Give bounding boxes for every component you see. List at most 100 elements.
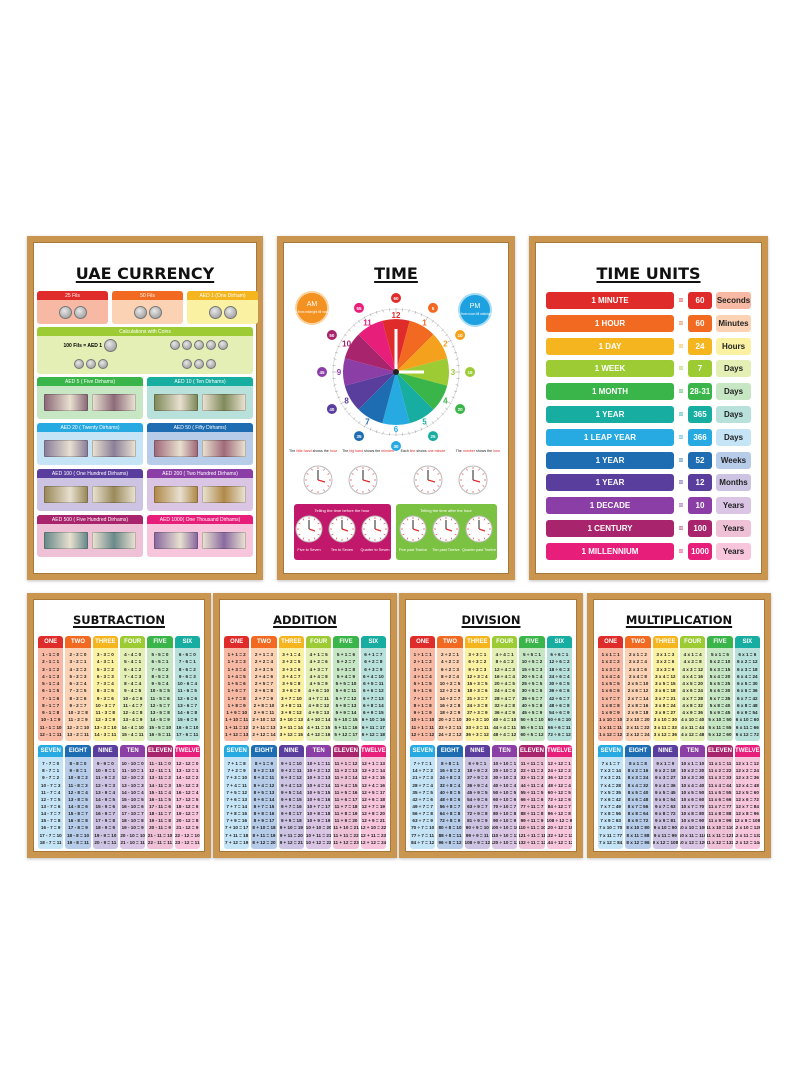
equation: 10 - 6 = 4 — [177, 681, 198, 687]
equation: 27 ÷ 3 = 9 — [467, 710, 488, 716]
equation: 16 ÷ 2 = 8 — [439, 702, 461, 708]
clock-segment — [344, 372, 396, 410]
minute-label: 20 — [458, 407, 464, 412]
clock-tick — [416, 473, 419, 475]
equation: 1 x 12 = 12 — [599, 731, 623, 737]
clock-segment — [344, 334, 396, 372]
minute-tick — [358, 320, 361, 323]
clock-tick — [483, 537, 486, 540]
clock-tick — [351, 485, 354, 487]
minute-label: 15 — [467, 370, 473, 375]
equation: 13 - 4 = 9 — [122, 717, 143, 723]
column-header: ONE — [598, 636, 624, 648]
column-header: EIGHT — [437, 745, 463, 757]
equation: 30 ÷ 10 = 3 — [493, 775, 517, 781]
equation: 7 - 1 = 6 — [42, 695, 60, 701]
equation: 4 - 3 = 1 — [96, 659, 114, 665]
minute-badge — [465, 367, 475, 377]
banknote-label: AED 5 ( Five Dirhams) — [37, 377, 143, 386]
equation: 5 + 3 = 8 — [336, 666, 356, 672]
column-body: 12 - 12 = 0 13 - 12 = 1 14 - 12 = 2 15 - 12… — [175, 757, 200, 849]
equation: 25 ÷ 5 = 5 — [521, 681, 543, 687]
minute-tick — [348, 328, 351, 332]
unit-label: 1 YEAR — [546, 474, 674, 492]
minute-tick — [408, 309, 410, 313]
equation: 9 x 2 = 18 — [655, 768, 676, 774]
equation: 12 ÷ 4 = 3 — [494, 666, 515, 672]
equation: 7 - 4 = 3 — [124, 673, 142, 679]
equation: 17 - 10 = 7 — [121, 811, 144, 817]
equation: 9 x 9 = 81 — [655, 818, 676, 824]
equation: 6 - 5 = 1 — [151, 659, 169, 665]
column-header: SIX — [546, 636, 572, 648]
time-unit-row: 1 YEAR = 52 Weeks — [546, 451, 751, 469]
column-body: 11 x 1 = 11 11 x 2 = 22 11 x 3 = 33 11 x 4 … — [707, 757, 732, 849]
equation: 14 - 4 = 10 — [121, 724, 144, 730]
column-header: TEN — [492, 745, 518, 757]
equation: 60 ÷ 12 = 5 — [547, 789, 571, 795]
minute-badge — [428, 431, 438, 442]
equation: 90 ÷ 9 = 10 — [465, 825, 489, 831]
clock-tick — [302, 518, 305, 521]
column-header: FIVE — [147, 636, 173, 648]
clock-tick — [435, 533, 438, 536]
banknote-label: AED 200 ( Two Hundred Dirhams) — [147, 469, 253, 478]
unit-label: 1 LEAP YEAR — [546, 428, 674, 446]
equation: 21 ÷ 7 = 3 — [412, 775, 433, 781]
clock-hand — [427, 479, 436, 483]
time-unit-row: 1 YEAR = 12 Months — [546, 474, 751, 492]
clock-hand — [412, 528, 420, 532]
number-column: SIX 6 ÷ 6 = 1 12 ÷ 6 = 2 18 ÷ 6 = 3 24 ÷ 6 =… — [546, 636, 572, 741]
clock-tick — [350, 522, 353, 525]
equation: 12 x 8 = 96 — [735, 811, 759, 817]
coin-image — [98, 359, 108, 370]
equation: 12 x 1 = 12 — [735, 761, 759, 767]
clock-tick — [487, 533, 490, 536]
equation: 17 - 6 = 11 — [176, 731, 199, 737]
equation: 12 + 12 = 24 — [360, 839, 386, 845]
equation: 7 - 7 = 0 — [42, 761, 60, 767]
equation: 2 x 11 = 22 — [626, 724, 650, 730]
equation: 55 ÷ 11 = 5 — [520, 789, 544, 795]
equation: 8 + 12 = 20 — [252, 839, 276, 845]
equation: 11 ÷ 11 = 1 — [520, 761, 544, 767]
equation: 72 ÷ 9 = 8 — [467, 811, 488, 817]
equation: 2 x 8 = 16 — [627, 702, 649, 708]
unit-label: 1 MONTH — [546, 383, 674, 401]
minute-tick — [358, 421, 361, 424]
equation: 144 ÷ 12 = 12 — [547, 839, 572, 845]
equation: 10 + 11 = 21 — [306, 832, 332, 838]
equation: 15 - 6 = 9 — [177, 717, 198, 723]
unit-name: Minutes — [716, 314, 751, 332]
time-unit-row: 1 HOUR = 60 Minutes — [546, 314, 751, 332]
minute-tick — [382, 431, 384, 435]
equation: 4 x 12 = 48 — [681, 731, 705, 737]
equation: 13 - 10 = 3 — [121, 782, 144, 788]
equation: 10 x 12 = 120 — [680, 839, 705, 845]
caption-part: hour — [493, 449, 501, 453]
minute-label: 55 — [356, 306, 362, 311]
equation: 10 x 9 = 90 — [681, 818, 705, 824]
minute-tick — [420, 313, 423, 317]
equation: 17 - 11 = 6 — [149, 804, 171, 810]
clock-tick — [323, 489, 325, 492]
equation: 9 x 10 = 90 — [653, 825, 677, 831]
equation: 10 x 11 = 110 — [680, 832, 706, 838]
equation: 3 + 2 = 5 — [282, 659, 301, 665]
equation: 5 x 1 = 5 — [710, 652, 729, 658]
equals-sign: = — [678, 341, 684, 351]
equation: 12 - 7 = 5 — [40, 796, 61, 802]
equation: 30 ÷ 5 = 6 — [521, 688, 543, 694]
caption-part: minutes — [381, 449, 394, 453]
